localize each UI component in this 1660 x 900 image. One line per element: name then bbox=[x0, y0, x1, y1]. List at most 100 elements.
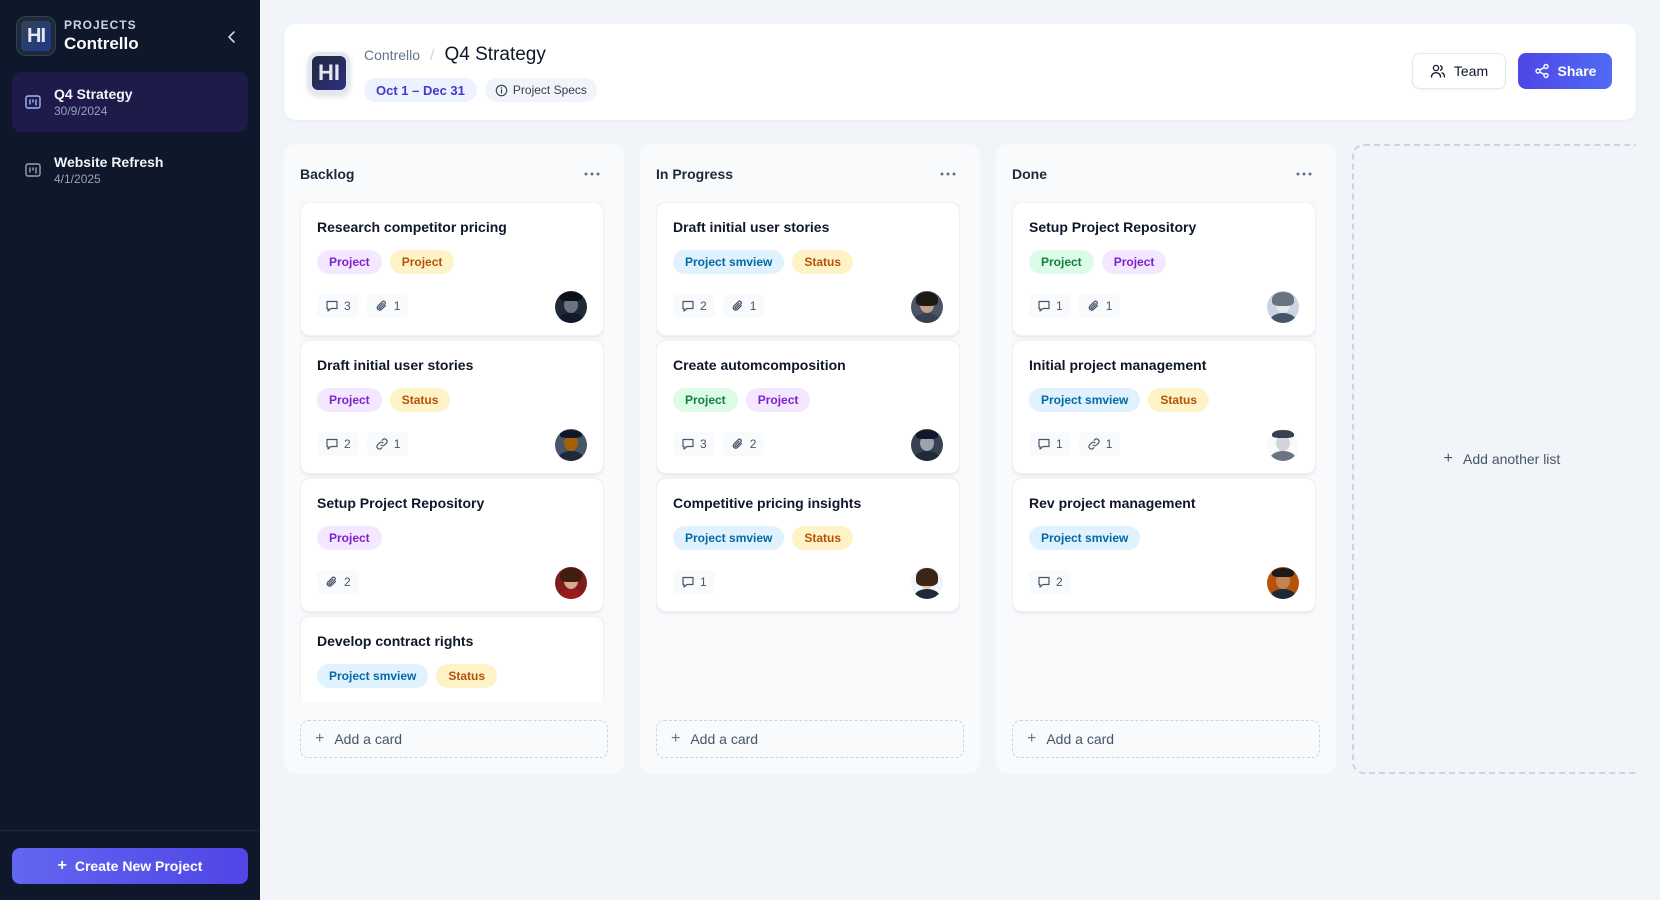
card-title: Draft initial user stories bbox=[317, 357, 474, 373]
assignee-avatar[interactable] bbox=[911, 567, 943, 599]
comment-icon bbox=[1038, 576, 1050, 588]
card-tag: Project smview bbox=[1029, 526, 1141, 550]
assignee-avatar[interactable] bbox=[1267, 429, 1299, 461]
project-specs-label: Project Specs bbox=[512, 83, 587, 97]
card-title: Setup Project Repository bbox=[317, 495, 485, 511]
create-new-project-button[interactable]: + Create New Project bbox=[12, 848, 248, 884]
card-draft-initial-user-stories[interactable]: Draft initial user stories Project Statu… bbox=[300, 340, 604, 474]
card-tag: Project bbox=[317, 388, 382, 412]
comment-count: 2 bbox=[317, 432, 359, 456]
card-tag: Project smview bbox=[673, 526, 785, 550]
breadcrumb: Contrello / Q4 Strategy bbox=[364, 44, 546, 66]
card-competitive-pricing-insights[interactable]: Competitive pricing insights Project smv… bbox=[656, 478, 960, 612]
plus-icon: + bbox=[315, 730, 325, 747]
card-tag: Project bbox=[389, 250, 455, 274]
plus-icon: + bbox=[57, 857, 67, 874]
card-tag: Project bbox=[673, 388, 738, 412]
list-title: Backlog bbox=[300, 166, 355, 182]
comment-icon bbox=[1038, 300, 1050, 312]
list-cards: Research competitor pricing Project Proj… bbox=[300, 202, 604, 702]
sidebar-footer: + Create New Project bbox=[0, 830, 260, 900]
card-tag: Project smview bbox=[1029, 388, 1141, 412]
list-backlog: Backlog Research competitor pricing Proj… bbox=[284, 144, 624, 774]
sidebar-project-q4-strategy[interactable]: Q4 Strategy 30/9/2024 bbox=[12, 72, 248, 132]
assignee-avatar[interactable] bbox=[555, 291, 587, 323]
card-title: Develop contract rights bbox=[317, 633, 474, 649]
assignee-avatar[interactable] bbox=[1267, 567, 1299, 599]
card-title: Setup Project Repository bbox=[1029, 219, 1197, 235]
list-menu-button[interactable] bbox=[580, 164, 604, 184]
assignee-avatar[interactable] bbox=[911, 291, 943, 323]
assignee-avatar[interactable] bbox=[555, 429, 587, 461]
project-logo: HI bbox=[308, 52, 350, 94]
card-tag: Status bbox=[389, 388, 451, 412]
card-tag: Status bbox=[792, 250, 854, 274]
project-specs-button[interactable]: Project Specs bbox=[484, 78, 597, 102]
assignee-avatar[interactable] bbox=[1267, 291, 1299, 323]
breadcrumb-parent[interactable]: Contrello bbox=[364, 47, 421, 63]
comment-icon bbox=[682, 438, 694, 450]
project-header: HI Contrello / Q4 Strategy Oct 1 – Dec 3… bbox=[284, 24, 1636, 120]
workspace-brand: HI PROJECTS Contrello bbox=[16, 15, 244, 57]
card-develop-contract-rights[interactable]: Develop contract rights Project smview S… bbox=[300, 616, 604, 702]
more-horizontal-icon bbox=[584, 172, 600, 176]
kanban-board: Backlog Research competitor pricing Proj… bbox=[284, 144, 1636, 790]
comment-count: 1 bbox=[1029, 294, 1071, 318]
assignee-avatar[interactable] bbox=[911, 429, 943, 461]
card-tag: Project bbox=[745, 388, 811, 412]
workspace-logo: HI bbox=[16, 16, 56, 56]
comment-count: 3 bbox=[317, 294, 359, 318]
add-list-button[interactable]: + Add another list bbox=[1352, 144, 1636, 774]
logo-mark: HI bbox=[21, 21, 51, 51]
card-research-competitor-pricing[interactable]: Research competitor pricing Project Proj… bbox=[300, 202, 604, 336]
card-draft-initial-user-stories[interactable]: Draft initial user stories Project smvie… bbox=[656, 202, 960, 336]
users-icon bbox=[1430, 64, 1446, 78]
list-menu-button[interactable] bbox=[1292, 164, 1316, 184]
card-tag: Status bbox=[792, 526, 854, 550]
card-title: Competitive pricing insights bbox=[673, 495, 862, 511]
paperclip-icon bbox=[732, 438, 742, 449]
list-title: Done bbox=[1012, 166, 1047, 182]
share-button[interactable]: Share bbox=[1518, 53, 1612, 89]
workspace-name: Contrello bbox=[64, 34, 139, 53]
attachment-count: 1 bbox=[1078, 294, 1121, 318]
card-initial-project-management[interactable]: Initial project management Project smvie… bbox=[1012, 340, 1316, 474]
list-menu-button[interactable] bbox=[936, 164, 960, 184]
link-count: 1 bbox=[1078, 432, 1121, 456]
add-card-button[interactable]: + Add a card bbox=[1012, 720, 1320, 758]
card-tag: Status bbox=[436, 664, 498, 688]
card-setup-project-repository[interactable]: Setup Project Repository Project Project… bbox=[1012, 202, 1316, 336]
kanban-icon bbox=[25, 95, 41, 109]
plus-icon: + bbox=[1027, 730, 1037, 747]
team-button[interactable]: Team bbox=[1412, 53, 1506, 89]
comment-count: 3 bbox=[673, 432, 715, 456]
assignee-avatar[interactable] bbox=[555, 567, 587, 599]
card-title: Initial project management bbox=[1029, 357, 1207, 373]
comment-icon bbox=[326, 300, 338, 312]
card-tag: Project smview bbox=[673, 250, 785, 274]
list-cards: Draft initial user stories Project smvie… bbox=[656, 202, 960, 702]
chevron-left-icon bbox=[228, 31, 235, 43]
paperclip-icon bbox=[732, 300, 742, 311]
add-card-label: Add a card bbox=[334, 731, 403, 747]
card-create-automcomposition[interactable]: Create automcomposition Project Project … bbox=[656, 340, 960, 474]
comment-count: 1 bbox=[1029, 432, 1071, 456]
card-rev-project-management[interactable]: Rev project management Project smview 2 bbox=[1012, 478, 1316, 612]
date-range-badge[interactable]: Oct 1 – Dec 31 bbox=[364, 78, 477, 102]
attachment-count: 2 bbox=[317, 570, 359, 594]
list-in-progress: In Progress Draft initial user stories P… bbox=[640, 144, 980, 774]
add-card-button[interactable]: + Add a card bbox=[656, 720, 964, 758]
attachment-count: 1 bbox=[722, 294, 765, 318]
card-tag: Project smview bbox=[317, 664, 429, 688]
add-card-label: Add a card bbox=[1046, 731, 1115, 747]
card-setup-project-repository[interactable]: Setup Project Repository Project 2 bbox=[300, 478, 604, 612]
collapse-sidebar-button[interactable] bbox=[220, 25, 244, 49]
card-title: Rev project management bbox=[1029, 495, 1196, 511]
project-name: Website Refresh bbox=[54, 154, 164, 170]
add-card-button[interactable]: + Add a card bbox=[300, 720, 608, 758]
projects-eyebrow: PROJECTS bbox=[64, 18, 137, 32]
comment-icon bbox=[326, 438, 338, 450]
sidebar: HI PROJECTS Contrello Q4 Strategy 30/9/2… bbox=[0, 0, 260, 900]
page-title: Q4 Strategy bbox=[444, 44, 546, 65]
sidebar-project-website-refresh[interactable]: Website Refresh 4/1/2025 bbox=[12, 140, 248, 200]
